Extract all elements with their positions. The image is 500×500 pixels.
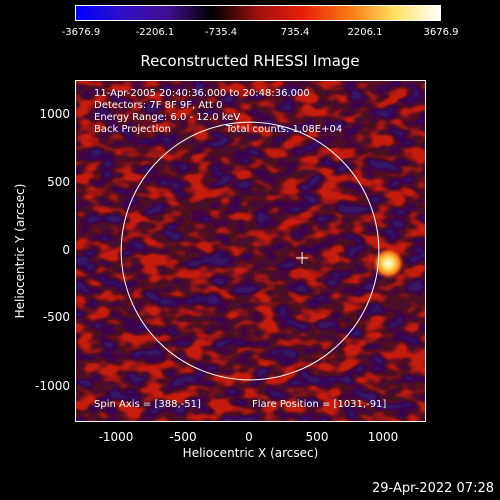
- colorbar-tick: 735.4: [280, 27, 310, 38]
- detectors-label: Detectors: 7F 8F 9F, Att 0: [94, 100, 223, 111]
- flare-position-label: Flare Position = [1031,-91]: [252, 399, 387, 410]
- total-counts-label: Total counts: 1.08E+04: [226, 124, 343, 135]
- y-tick-label: -500: [42, 310, 70, 324]
- y-axis-label: Heliocentric Y (arcsec): [13, 183, 28, 319]
- y-tick-label: -1000: [35, 379, 70, 393]
- x-tick-label: 0: [245, 430, 253, 444]
- colorbar-tick: 3676.9: [423, 27, 459, 38]
- energy-range-label: Energy Range: 6.0 - 12.0 keV: [94, 112, 241, 123]
- spin-axis-label: Spin Axis = [388,-51]: [94, 399, 201, 410]
- x-axis-label: Heliocentric X (arcsec): [182, 446, 319, 460]
- y-tick-label: 0: [62, 243, 70, 257]
- solar-limb: [120, 121, 380, 381]
- x-tick-label: -500: [169, 430, 197, 444]
- flare-source: [372, 247, 405, 280]
- time-range-label: 11-Apr-2005 20:40:36.000 to 20:48:36.000: [94, 88, 310, 99]
- x-tick-label: -1000: [98, 430, 134, 444]
- method-label: Back Projection: [94, 124, 171, 135]
- x-tick-label: 1000: [367, 430, 399, 444]
- colorbar-tick: -735.4: [204, 27, 238, 38]
- colorbar-tick: -3676.9: [61, 27, 101, 38]
- map-texture: [76, 81, 425, 421]
- image-plot: 11-Apr-2005 20:40:36.000 to 20:48:36.000…: [75, 80, 426, 422]
- colorbar-tick: 2206.1: [347, 27, 383, 38]
- image-title: Reconstructed RHESSI Image: [140, 52, 360, 70]
- colorbar-tick: -2206.1: [135, 27, 175, 38]
- colorbar: [75, 5, 441, 21]
- y-tick-label: 500: [47, 175, 70, 189]
- x-tick-label: 500: [305, 430, 329, 444]
- timestamp: 29-Apr-2022 07:28: [372, 481, 494, 496]
- spin-axis-marker: [296, 251, 309, 264]
- y-tick-label: 1000: [39, 107, 70, 121]
- reconstructed-map: [76, 81, 425, 421]
